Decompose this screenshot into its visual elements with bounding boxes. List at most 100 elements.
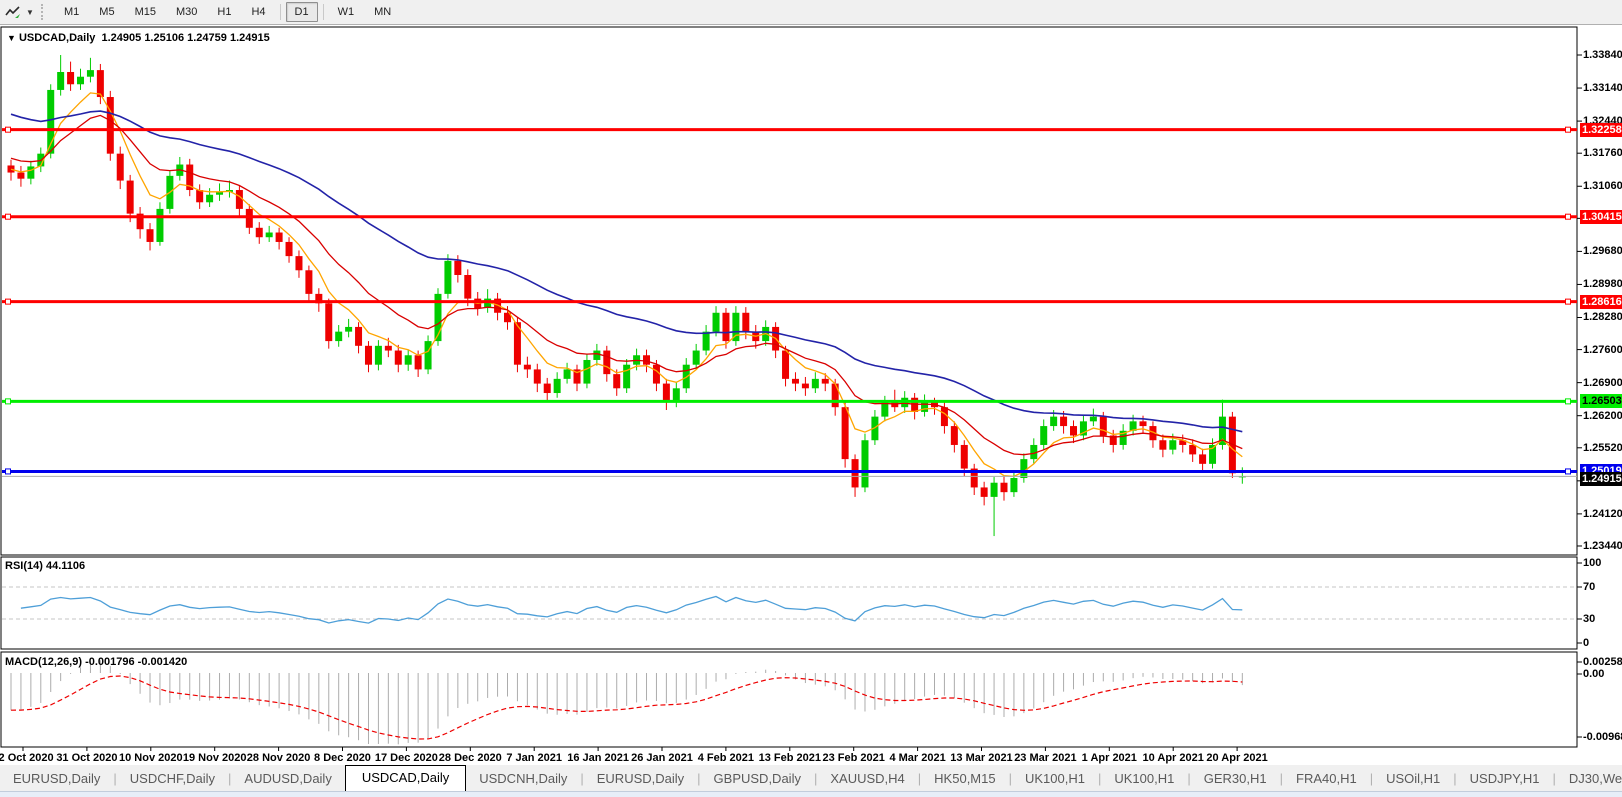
tab-usdcnh-daily[interactable]: USDCNH,Daily: [479, 771, 568, 786]
tab-hk50-m15[interactable]: HK50,M15: [934, 771, 996, 786]
macd-scale-label: 0.00258: [1583, 656, 1622, 668]
status-strip: [0, 791, 1622, 797]
timeframe-toolbar: ▼ M1 M5 M15 M30 H1 H4 D1 W1 MN: [0, 0, 1622, 25]
date-axis-label: 1 Apr 2021: [1081, 752, 1137, 764]
price-axis-label: 1.26200: [1583, 409, 1622, 422]
tab-dj30-weekly[interactable]: DJ30,Weekly: [1568, 771, 1622, 786]
tab-separator: |: [1453, 771, 1457, 786]
chart-title-ohlc: 1.24905 1.25106 1.24759 1.24915: [101, 32, 270, 44]
chart-tool-glyph: [5, 6, 20, 18]
price-axis-label: 1.27600: [1583, 343, 1622, 356]
rsi-scale-label: 0: [1583, 637, 1590, 649]
tab-separator: |: [1097, 771, 1102, 786]
macd-indicator-label: MACD(12,26,9) -0.001796 -0.001420: [5, 656, 188, 668]
rsi-line: [20, 595, 1243, 624]
tab-separator: |: [917, 771, 922, 786]
tab-fra40-h1[interactable]: FRA40,H1: [1296, 771, 1357, 786]
timeframe-button-mn[interactable]: MN: [374, 6, 392, 18]
tab-eurusd-daily[interactable]: EURUSD,Daily: [13, 771, 101, 786]
price-level-tag: 1.26503: [1580, 394, 1622, 409]
date-axis-label: 19 Nov 2020: [182, 752, 247, 764]
timeframe-button-d1[interactable]: D1: [285, 2, 318, 22]
tab-audusd-daily[interactable]: AUDUSD,Daily: [244, 771, 332, 786]
tab-separator: |: [1008, 771, 1012, 786]
price-axis-label: 1.23440: [1583, 539, 1622, 552]
date-axis-label: 13 Feb 2021: [758, 752, 821, 764]
price-axis-label: 1.31060: [1583, 180, 1622, 193]
price-axis-label: 1.31760: [1583, 147, 1622, 160]
price-level-tag: 1.32258: [1580, 122, 1622, 137]
date-axis-label: 10 Apr 2021: [1142, 752, 1204, 764]
tab-gbpusd-daily[interactable]: GBPUSD,Daily: [713, 771, 801, 786]
price-axis-label: 1.33840: [1583, 49, 1622, 61]
tab-separator: |: [1187, 771, 1191, 786]
price-level-tag: 1.28616: [1580, 294, 1622, 309]
price-level-tag: 1.30415: [1580, 209, 1622, 224]
price-axis-label: 1.28980: [1583, 278, 1622, 291]
tab-usoil-h1[interactable]: USOil,H1: [1386, 771, 1441, 786]
chart-tabs: EURUSD,Daily | USDCHF,Daily | AUDUSD,Daily US…: [0, 765, 1622, 791]
tab-usdchf-daily[interactable]: USDCHF,Daily: [129, 771, 216, 786]
chart-title-symbol: USDCAD,Daily: [15, 32, 102, 44]
tab-uk100-h1[interactable]: UK100,H1: [1114, 771, 1175, 786]
chart-canvas[interactable]: [0, 25, 1622, 765]
price-axis-label: 1.25520: [1583, 441, 1622, 454]
tab-ger30-h1[interactable]: GER30,H1: [1203, 771, 1267, 786]
timeframe-button-m5[interactable]: M5: [99, 6, 115, 18]
tab-uk100-h1[interactable]: UK100,H1: [1024, 771, 1085, 786]
date-axis-label: 28 Nov 2020: [246, 752, 311, 764]
chart-tool-dropdown-icon[interactable]: ▼: [26, 7, 34, 17]
timeframe-button-m15[interactable]: M15: [134, 6, 156, 18]
date-axis-label: 28 Dec 2020: [438, 752, 502, 764]
rsi-scale-label: 100: [1583, 557, 1602, 569]
tab-usdjpy-h1[interactable]: USDJPY,H1: [1469, 771, 1540, 786]
tab-separator: |: [1279, 771, 1283, 786]
chart-collapse-icon[interactable]: ▼: [7, 33, 16, 43]
chart-area[interactable]: ▼ USDCAD,Daily 1.24905 1.25106 1.24759 1…: [0, 25, 1622, 765]
date-axis-label: 16 Jan 2021: [567, 752, 629, 764]
date-axis-label: 8 Dec 2020: [314, 752, 371, 764]
timeframe-button-w1[interactable]: W1: [337, 6, 355, 18]
timeframe-button-h4[interactable]: H4: [251, 6, 266, 18]
date-axis-label: 4 Feb 2021: [697, 752, 755, 764]
current-price-tag: 1.24915: [1580, 472, 1622, 487]
price-axis-label: 1.26900: [1583, 376, 1622, 389]
date-axis-label: 23 Mar 2021: [1014, 752, 1077, 764]
macd-scale-label: -0.009687: [1583, 731, 1622, 743]
tab-usdcad-daily[interactable]: USDCAD,Daily: [344, 765, 467, 791]
timeframe-button-m30[interactable]: M30: [175, 6, 198, 18]
date-axis-label: 13 Mar 2021: [950, 752, 1013, 764]
horizontal-level-lines[interactable]: [2, 126, 1577, 475]
tab-eurusd-daily[interactable]: EURUSD,Daily: [596, 771, 685, 786]
price-axis-label: 1.24120: [1583, 507, 1622, 520]
toolbar-separator: [322, 4, 324, 20]
tab-separator: |: [813, 771, 818, 786]
date-axis-label: 26 Jan 2021: [631, 752, 693, 764]
rsi-indicator-label: RSI(14) 44.1106: [5, 560, 86, 572]
date-axis-label: 4 Mar 2021: [889, 752, 946, 764]
price-axis-label: 1.33140: [1583, 82, 1622, 95]
tab-separator: |: [1369, 771, 1374, 786]
rsi-scale-label: 70: [1583, 581, 1596, 593]
tab-separator: |: [113, 771, 117, 786]
date-axis-label: 22 Oct 2020: [0, 752, 54, 764]
price-axis-label: 1.28280: [1583, 311, 1622, 324]
tab-separator: |: [697, 771, 701, 786]
timeframe-button-h1[interactable]: H1: [217, 6, 232, 18]
tab-separator: |: [228, 771, 232, 786]
macd-signal-line: [10, 675, 1243, 740]
date-axis-label: 23 Feb 2021: [822, 752, 885, 764]
macd-scale-label: 0.00: [1583, 668, 1605, 680]
chart-tool-icon[interactable]: [3, 3, 23, 21]
date-axis-label: 7 Jan 2021: [506, 752, 563, 764]
tab-separator: |: [580, 771, 584, 786]
tab-xauusd-h4[interactable]: XAUUSD,H4: [830, 771, 905, 786]
tab-separator: |: [1552, 771, 1556, 786]
toolbar-separator: [279, 4, 281, 20]
date-axis-label: 20 Apr 2021: [1206, 752, 1268, 764]
toolbar-grip[interactable]: [41, 4, 50, 20]
date-axis-label: 17 Dec 2020: [374, 752, 438, 764]
rsi-scale-label: 30: [1583, 613, 1596, 625]
timeframe-button-m1[interactable]: M1: [64, 6, 80, 18]
